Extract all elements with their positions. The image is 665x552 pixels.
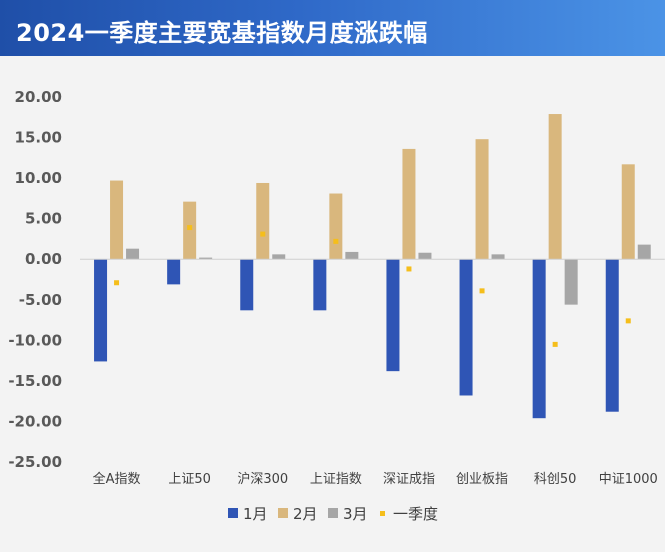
bar-feb [402,148,416,260]
bar-feb [329,193,343,260]
bar-mar [418,252,432,260]
q1-point [260,231,266,237]
x-category-label: 创业板指 [456,472,508,487]
x-category-label: 深证成指 [383,472,435,487]
q1-point [552,341,558,347]
q1-point [187,225,193,231]
y-tick-label: 15.00 [15,129,62,147]
q1-points [114,225,631,347]
legend-swatch [328,508,338,518]
x-category-label: 中证1000 [599,472,658,487]
bar-mar [126,248,140,260]
bar-mar [272,254,286,260]
legend-label: 一季度 [393,505,438,523]
legend-label: 1月 [243,505,268,523]
q1-point [625,318,631,324]
y-tick-label: -25.00 [8,453,62,471]
y-tick-label: -10.00 [8,331,62,349]
y-tick-label: -5.00 [19,291,62,309]
chart-header: 2024一季度主要宽基指数月度涨跌幅 [0,0,665,56]
y-tick-label: 20.00 [15,88,62,106]
x-category-label: 上证指数 [310,472,362,487]
bar-feb [621,164,635,260]
bar-mar [345,251,359,260]
legend-swatch [228,508,238,518]
legend-jan: 1月 [228,505,268,523]
legend-swatch [278,508,288,518]
bar-jan [386,259,400,372]
y-tick-label: 10.00 [15,169,62,187]
x-category-label: 全A指数 [93,471,141,487]
bar-chart: 20.00 15.00 10.00 5.00 0.00 -5.00 -10.00 -15.00… [8,88,665,523]
q1-point [333,238,339,244]
legend-q1: 一季度 [380,505,438,523]
bar-jan [240,259,254,311]
y-tick-label: -20.00 [8,412,62,430]
bars [94,114,651,419]
q1-point [406,266,412,272]
bar-jan [167,259,181,285]
bar-mar [637,244,651,260]
bar-feb [183,201,197,260]
x-category-label: 沪深300 [237,471,288,487]
bar-mar [564,259,578,305]
bar-jan [532,259,546,419]
x-category-label: 科创50 [534,472,577,487]
y-tick-label: 5.00 [25,210,62,228]
legend-label: 2月 [293,505,318,523]
legend-label: 3月 [343,505,368,523]
bar-feb [548,114,562,260]
bar-jan [313,259,327,311]
y-tick-label: 0.00 [25,250,62,268]
bar-mar [491,254,505,260]
bar-jan [94,259,108,362]
bar-jan [605,259,619,412]
legend-mar: 3月 [328,505,368,523]
legend-marker [380,511,385,516]
q1-point [479,288,485,294]
bar-feb [110,180,124,260]
y-axis: 20.00 15.00 10.00 5.00 0.00 -5.00 -10.00 -15.00… [8,88,62,471]
chart-title: 2024一季度主要宽基指数月度涨跌幅 [16,19,428,47]
bar-feb [475,139,489,260]
y-tick-label: -15.00 [8,372,62,390]
legend: 1月 2月 3月 一季度 [228,505,438,523]
bar-jan [459,259,473,396]
bar-mar [199,257,213,260]
q1-point [114,280,120,286]
bar-feb [256,182,270,260]
legend-feb: 2月 [278,505,318,523]
x-category-label: 上证50 [168,472,211,487]
x-axis: 全A指数 上证50 沪深300 上证指数 深证成指 创业板指 科创50 中证1000 [93,471,658,487]
